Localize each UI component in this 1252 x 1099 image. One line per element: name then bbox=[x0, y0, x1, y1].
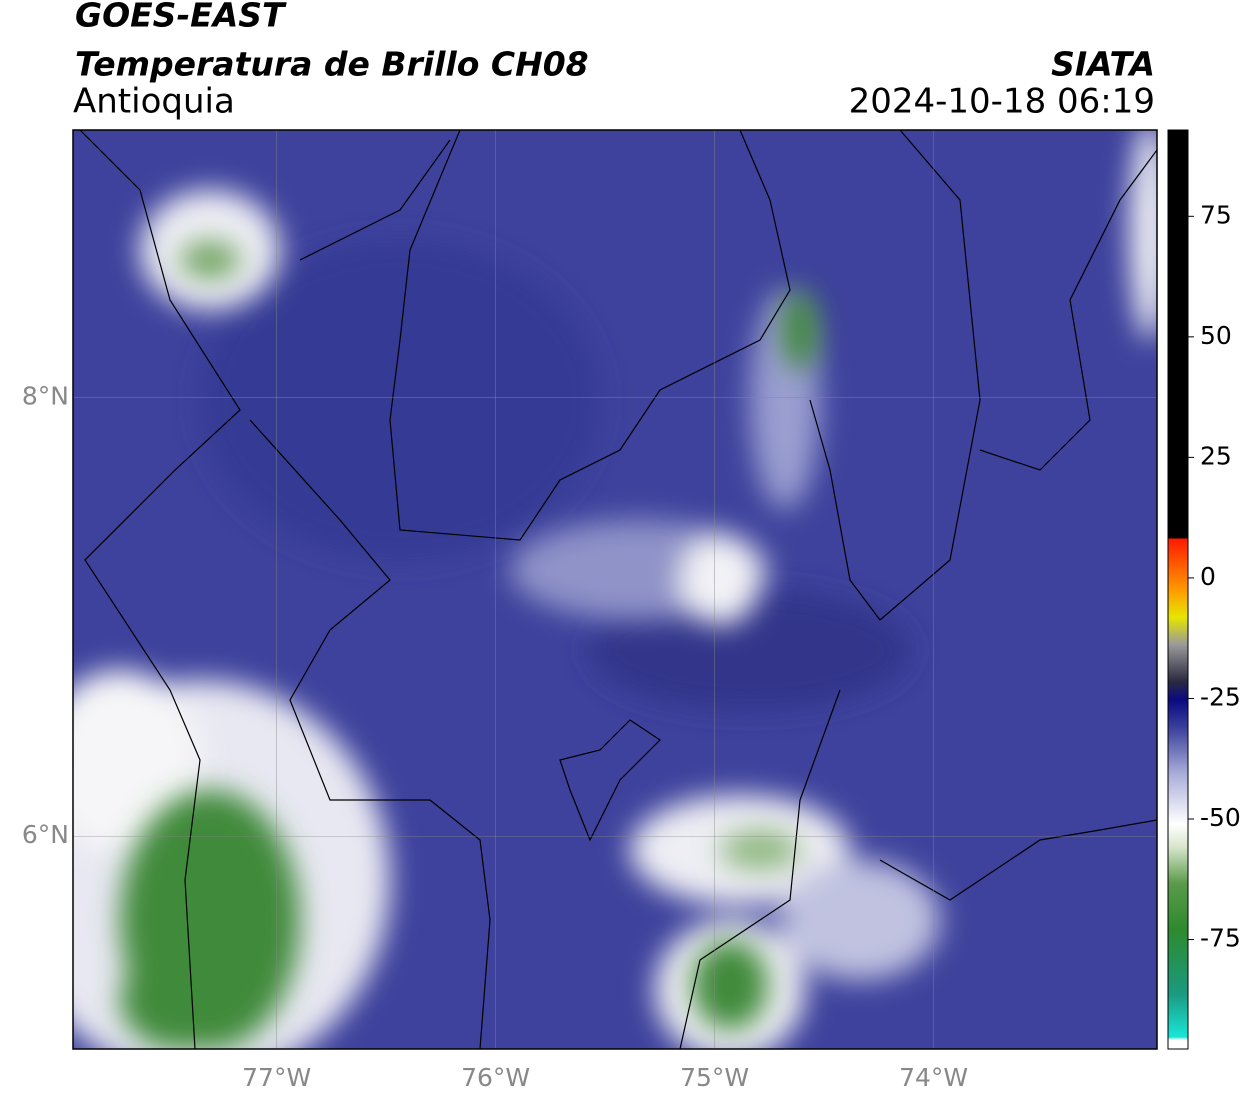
colorbar bbox=[1167, 129, 1189, 1050]
colorbar-tick-label: 75 bbox=[1200, 200, 1232, 229]
lat-label: 6°N bbox=[22, 820, 69, 849]
colorbar-tick-label: -50 bbox=[1200, 803, 1241, 832]
map-frame bbox=[72, 129, 1158, 1050]
lon-label: 75°W bbox=[680, 1063, 749, 1092]
lon-label: 77°W bbox=[242, 1063, 311, 1092]
lon-label: 74°W bbox=[899, 1063, 968, 1092]
colorbar-tick-label: -25 bbox=[1200, 682, 1241, 711]
lat-label: 8°N bbox=[22, 382, 69, 411]
source: SIATA bbox=[1051, 45, 1155, 84]
product: Temperatura de Brillo CH08 bbox=[75, 45, 589, 84]
colorbar-tick-label: 25 bbox=[1200, 441, 1232, 470]
datetime: 2024-10-18 06:19 bbox=[849, 82, 1155, 122]
grid bbox=[73, 130, 1157, 1049]
satellite: GOES-EAST bbox=[75, 0, 287, 35]
map-imagery bbox=[73, 130, 1157, 1049]
colorbar-tick-label: 0 bbox=[1200, 562, 1216, 591]
lon-label: 76°W bbox=[461, 1063, 530, 1092]
colorbar-tick-label: 50 bbox=[1200, 321, 1232, 350]
colorbar-tick-label: -75 bbox=[1200, 924, 1241, 953]
region: Antioquia bbox=[73, 82, 235, 122]
